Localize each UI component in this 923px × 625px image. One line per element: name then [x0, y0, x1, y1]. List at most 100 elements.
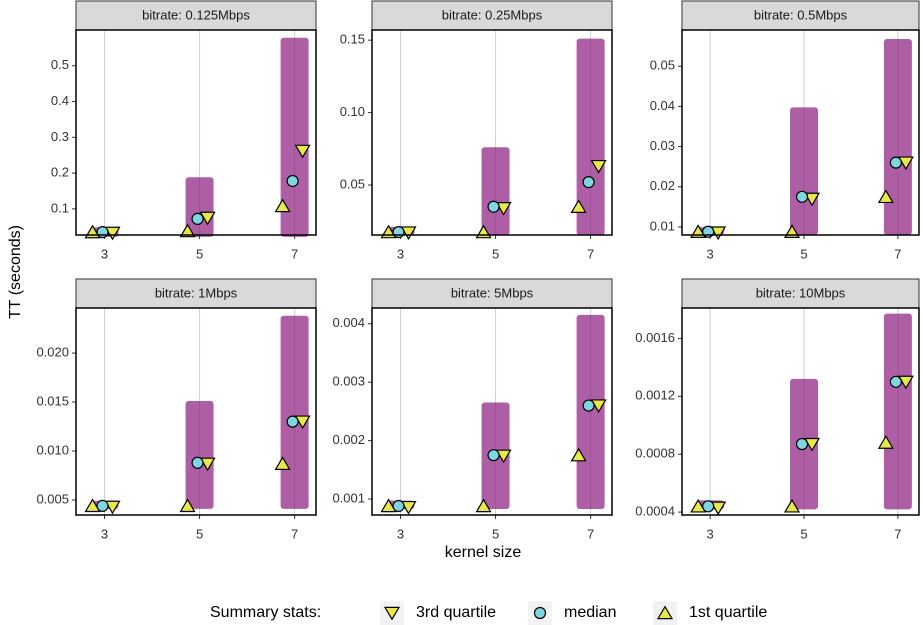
panel-border [75, 307, 317, 516]
q1-marker [877, 435, 894, 449]
legend-marker [533, 606, 547, 620]
q1-marker [570, 447, 587, 462]
x-tick-label: 3 [397, 246, 404, 261]
y-tick-label: 0.004 [332, 315, 365, 330]
point-cloud [576, 314, 605, 510]
q1-marker [84, 498, 101, 513]
y-tick-label: 0.1 [51, 200, 69, 215]
y-tick-label: 0.05 [340, 176, 365, 191]
x-tick-label: 7 [894, 246, 901, 261]
q3-marker [495, 201, 512, 216]
q3-marker [897, 375, 914, 390]
q3-marker [803, 437, 821, 452]
point-cloud [576, 38, 605, 236]
strip [75, 0, 317, 31]
panel-border [371, 29, 613, 236]
y-tick-label: 0.2 [51, 165, 69, 180]
x-tick-label: 5 [800, 246, 807, 261]
q3-marker [590, 399, 607, 414]
q3-marker [199, 211, 216, 226]
x-tick-label: 5 [196, 246, 203, 261]
x-tick-label: 7 [291, 526, 298, 541]
y-tick-label: 0.0012 [635, 388, 675, 403]
point-cloud [280, 37, 309, 237]
y-tick-label: 0.5 [51, 57, 69, 72]
q1-marker [690, 498, 707, 513]
legend-label: 3rd quartile [416, 604, 496, 621]
q1-marker [179, 223, 196, 238]
x-tick-label: 3 [707, 246, 714, 261]
y-tick-label: 0.020 [36, 345, 69, 360]
median-marker [96, 499, 109, 512]
y-tick-label: 0.0004 [635, 504, 675, 519]
y-tick-label: 0.4 [51, 93, 69, 108]
median-marker [392, 499, 405, 513]
q3-marker [400, 500, 417, 515]
x-tick-label: 7 [291, 246, 298, 261]
y-tick-label: 0.3 [51, 129, 69, 144]
point-cloud [883, 39, 912, 235]
q1-marker [475, 498, 492, 513]
q3-marker [199, 457, 216, 472]
strip [681, 0, 920, 31]
panel-border [75, 29, 317, 236]
q1-marker [570, 199, 587, 213]
x-tick-label: 5 [492, 246, 499, 261]
legend-title: Summary stats: [210, 604, 321, 621]
x-tick-label: 5 [196, 526, 203, 541]
q1-marker [274, 456, 291, 470]
point-cloud [790, 107, 819, 235]
x-axis-label: kernel size [445, 544, 522, 561]
x-tick-label: 3 [397, 526, 404, 541]
x-tick-label: 5 [800, 526, 807, 541]
y-tick-label: 0.010 [36, 442, 69, 457]
q3-marker [897, 156, 914, 171]
q3-marker [590, 159, 607, 174]
y-tick-label: 0.02 [650, 178, 675, 193]
y-tick-label: 0.10 [340, 104, 365, 119]
y-tick-label: 0.015 [36, 393, 69, 408]
q3-marker [495, 449, 512, 464]
panel-border [371, 307, 613, 516]
legend-label: median [564, 604, 616, 621]
median-marker [286, 415, 299, 428]
y-tick-label: 0.0008 [635, 446, 675, 461]
facet-title: bitrate: 0.125Mbps [142, 7, 250, 22]
facet-title: bitrate: 5Mbps [451, 285, 534, 300]
q1-marker [380, 498, 397, 513]
facet-title: bitrate: 0.25Mbps [442, 7, 543, 22]
q3-marker [294, 144, 311, 159]
point-cloud [280, 315, 309, 509]
q1-marker [179, 498, 196, 513]
median-marker [487, 449, 500, 462]
q3-marker [104, 500, 121, 515]
y-tick-label: 0.05 [650, 58, 675, 73]
strip [75, 278, 317, 309]
point-cloud [481, 147, 510, 236]
facet-title: bitrate: 10Mbps [756, 285, 846, 300]
legend-marker [383, 606, 401, 621]
y-axis-label: TT (seconds) [7, 225, 24, 319]
q3-marker [803, 192, 821, 207]
legend-label: 1st quartile [689, 604, 767, 621]
q3-marker [400, 226, 417, 241]
strip [681, 278, 920, 309]
median-marker [889, 156, 902, 169]
q1-marker [783, 498, 801, 513]
median-marker [795, 190, 809, 203]
facet-title: bitrate: 1Mbps [155, 285, 238, 300]
y-tick-label: 0.003 [332, 374, 365, 389]
panel-border [681, 307, 920, 516]
strip [371, 278, 613, 309]
x-tick-label: 5 [492, 526, 499, 541]
median-marker [487, 200, 500, 213]
facet-title: bitrate: 0.5Mbps [754, 7, 848, 22]
point-cloud [185, 401, 214, 509]
legend-marker [656, 605, 674, 620]
q1-marker [274, 198, 291, 213]
median-marker [286, 174, 299, 188]
x-tick-label: 3 [101, 246, 108, 261]
y-tick-label: 0.15 [340, 32, 365, 47]
y-tick-label: 0.0016 [635, 330, 675, 345]
